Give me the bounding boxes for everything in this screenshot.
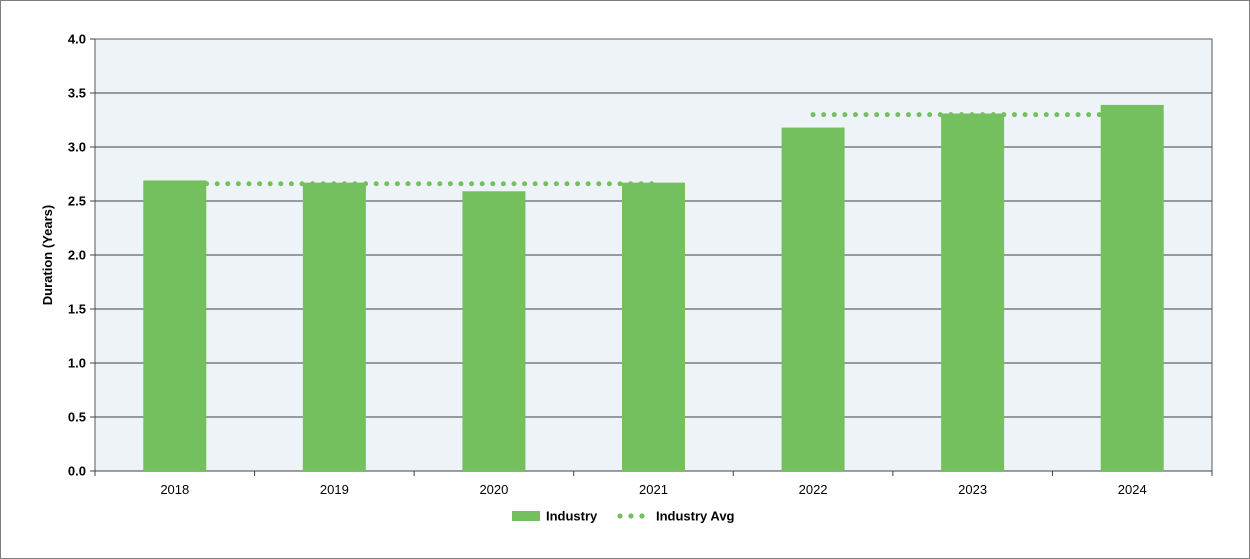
bar-2019: [302, 182, 366, 471]
x-tick-label: 2022: [799, 482, 828, 497]
y-tick-labels: 0.0 0.5 1.0 1.5 2.0 2.5 3.0 3.5 4.0: [68, 32, 86, 479]
x-tick-label: 2024: [1118, 482, 1147, 497]
bar-2022: [781, 127, 845, 471]
y-axis-title: Duration (Years): [40, 205, 55, 305]
legend-dot: [639, 513, 645, 519]
y-tick-label: 2.0: [68, 248, 86, 263]
bar-2021: [622, 182, 685, 471]
y-tick-label: 1.0: [68, 356, 86, 371]
bar-2024: [1100, 104, 1164, 471]
bar-2020: [462, 191, 526, 471]
y-tick-label: 0.0: [68, 464, 86, 479]
average-lines: [172, 112, 1135, 187]
bar-2018: [143, 180, 207, 472]
x-tick-labels: 2018 2019 2020 2021 2022 2023 2024: [160, 482, 1146, 497]
legend-swatch-industry-avg: [617, 513, 645, 519]
y-tick-label: 0.5: [68, 410, 86, 425]
x-tick-label: 2019: [320, 482, 349, 497]
legend-swatch-industry: [512, 511, 540, 521]
x-tick-label: 2018: [160, 482, 189, 497]
legend-label-industry-avg: Industry Avg: [656, 509, 735, 524]
bars: [143, 104, 1164, 472]
bar-2023: [941, 113, 1005, 472]
x-tick-label: 2023: [958, 482, 987, 497]
x-tick-label: 2021: [639, 482, 668, 497]
legend-label-industry: Industry: [546, 509, 598, 524]
legend-dot: [628, 513, 634, 519]
legend-dot: [617, 513, 623, 519]
x-tick-label: 2020: [479, 482, 508, 497]
y-tick-label: 2.5: [68, 194, 86, 209]
y-tick-label: 3.5: [68, 86, 86, 101]
y-tick-label: 3.0: [68, 140, 86, 155]
y-tick-label: 4.0: [68, 32, 86, 47]
y-tick-label: 1.5: [68, 302, 86, 317]
legend: Industry Industry Avg: [512, 509, 735, 524]
